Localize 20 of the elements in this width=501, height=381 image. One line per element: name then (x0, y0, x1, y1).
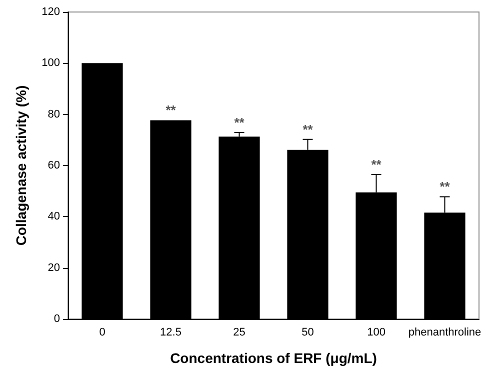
annotation: ** (166, 102, 177, 118)
y-tick-label: 20 (48, 262, 60, 274)
x-tick-label: phenanthroline (408, 326, 482, 338)
y-tick-label: 100 (42, 57, 60, 70)
x-tick-label: 50 (302, 326, 314, 338)
x-tick-label: 100 (367, 326, 386, 338)
x-axis-title: Concentrations of ERF (μg/mL) (170, 350, 377, 366)
x-tick-label: 0 (99, 326, 106, 338)
y-tick-label: 60 (48, 160, 60, 172)
y-tick-label: 0 (54, 313, 60, 325)
y-axis-title: Collagenase activity (%) (13, 85, 29, 246)
annotation: ** (302, 122, 314, 137)
y-tick-label: 40 (48, 210, 60, 223)
x-tick-label: 25 (233, 326, 246, 338)
x-tick-label: 12.5 (160, 326, 182, 338)
annotation: ** (234, 114, 246, 130)
y-tick-label: 120 (42, 6, 60, 18)
annotation: ** (371, 156, 382, 172)
y-tick-label: 80 (48, 108, 60, 120)
annotation: ** (440, 179, 451, 194)
